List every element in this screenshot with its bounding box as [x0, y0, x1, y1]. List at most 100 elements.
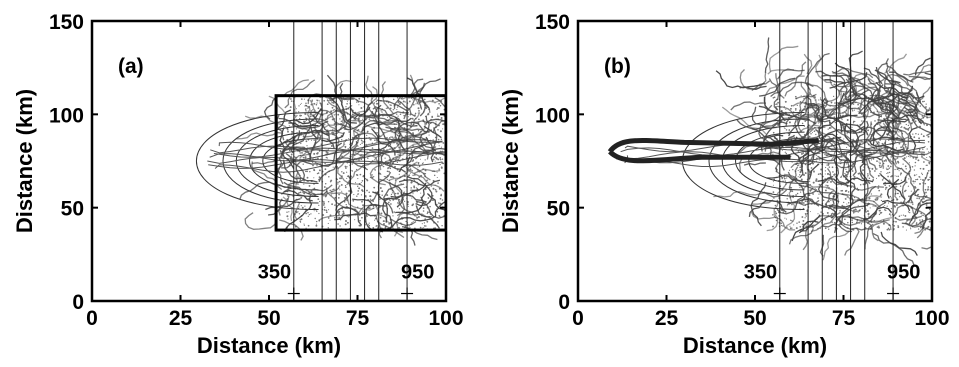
- particle-dot: [804, 217, 806, 219]
- particle-dot: [369, 195, 372, 198]
- particle-dot: [785, 152, 788, 155]
- particle-dot: [919, 182, 921, 185]
- trajectory: [410, 228, 416, 246]
- particle-dot: [788, 129, 791, 131]
- trajectory: [414, 127, 438, 160]
- particle-dot: [396, 113, 398, 115]
- trajectory: [901, 158, 912, 204]
- particle-dot: [303, 98, 305, 100]
- particle-dot: [332, 102, 335, 104]
- trajectory: [369, 158, 397, 186]
- trajectory: [721, 106, 767, 135]
- particle-dot: [305, 170, 307, 172]
- particle-dot: [328, 175, 330, 178]
- particle-dot: [313, 210, 315, 212]
- trajectory: [842, 140, 854, 178]
- particle-dot: [867, 176, 869, 178]
- particle-dot: [422, 207, 425, 209]
- particle-dot: [365, 178, 368, 181]
- particle-dot: [831, 221, 833, 223]
- particle-dot: [826, 187, 828, 189]
- particle-dot: [828, 179, 830, 182]
- trajectory: [277, 109, 292, 129]
- particle-dot: [305, 212, 307, 215]
- y-tick-label: 0: [558, 291, 570, 314]
- particle-dot: [861, 170, 863, 172]
- particle-dot: [439, 130, 442, 133]
- particle-dot: [874, 170, 876, 172]
- trajectory: [880, 231, 918, 256]
- trajectory: [924, 72, 932, 76]
- y-tick-label: 150: [535, 11, 570, 34]
- particle-dot: [927, 178, 930, 181]
- trajectory: [905, 188, 919, 204]
- particle-dot: [919, 167, 922, 170]
- particle-dot: [324, 168, 327, 171]
- particle-dot: [929, 176, 931, 179]
- trajectory: [803, 193, 820, 207]
- trajectory: [361, 120, 398, 132]
- particle-dot: [313, 169, 316, 171]
- particle-dot: [802, 219, 805, 222]
- particle-dot: [833, 116, 836, 119]
- particle-dot: [295, 211, 298, 214]
- particle-dot: [854, 208, 856, 210]
- particle-dot: [796, 222, 798, 224]
- particle-dot: [373, 176, 375, 178]
- trajectory: [837, 214, 868, 222]
- particle-dot: [346, 221, 349, 224]
- trajectory: [371, 110, 423, 131]
- particle-dot: [872, 205, 874, 207]
- x-tick-label: 75: [346, 307, 370, 330]
- particle-dot: [918, 148, 921, 151]
- particle-dot: [370, 195, 372, 197]
- particle-dot: [428, 134, 430, 136]
- particle-dot: [926, 156, 928, 159]
- particle-dot: [361, 142, 363, 144]
- particle-dot: [879, 162, 881, 164]
- particle-dot: [904, 201, 906, 203]
- particle-dot: [854, 120, 856, 122]
- trajectory: [810, 211, 841, 233]
- particle-dot: [299, 118, 301, 120]
- particle-dot: [867, 215, 869, 217]
- trajectory: [382, 197, 393, 230]
- particle-dot: [346, 171, 348, 173]
- particle-dot: [415, 103, 417, 105]
- particle-dot: [427, 112, 430, 115]
- trajectory: [373, 130, 423, 161]
- particle-dot: [307, 197, 309, 200]
- trajectory: [415, 200, 446, 219]
- particle-dot: [381, 190, 384, 193]
- particle-dot: [868, 182, 871, 185]
- particle-dot: [853, 109, 856, 111]
- particle-dot: [306, 145, 308, 147]
- particle-dot: [809, 124, 811, 126]
- particle-dot: [316, 210, 318, 212]
- particle-dot: [310, 110, 313, 112]
- particle-dot: [878, 189, 881, 192]
- particle-dot: [923, 197, 925, 200]
- particle-dot: [913, 182, 915, 184]
- particle-dot: [410, 189, 412, 192]
- particle-dot: [872, 158, 875, 160]
- particle-dot: [327, 222, 329, 225]
- particle-dot: [373, 186, 376, 189]
- particle-dot: [922, 214, 924, 217]
- marker-label: 950: [887, 262, 920, 284]
- particle-dot: [868, 177, 871, 179]
- particle-dot: [337, 181, 339, 184]
- particle-dot: [368, 222, 370, 224]
- particle-dot: [440, 117, 443, 119]
- trajectory: [888, 134, 909, 140]
- particle-dot: [427, 197, 430, 199]
- particle-dot: [304, 120, 306, 123]
- particle-dot: [910, 227, 912, 229]
- trajectory: [730, 101, 767, 111]
- particle-dot: [787, 194, 789, 196]
- particle-dot: [808, 135, 811, 138]
- particle-dot: [832, 95, 835, 98]
- particle-dot: [925, 103, 927, 105]
- particle-dot: [888, 167, 891, 169]
- particle-dot: [323, 202, 325, 205]
